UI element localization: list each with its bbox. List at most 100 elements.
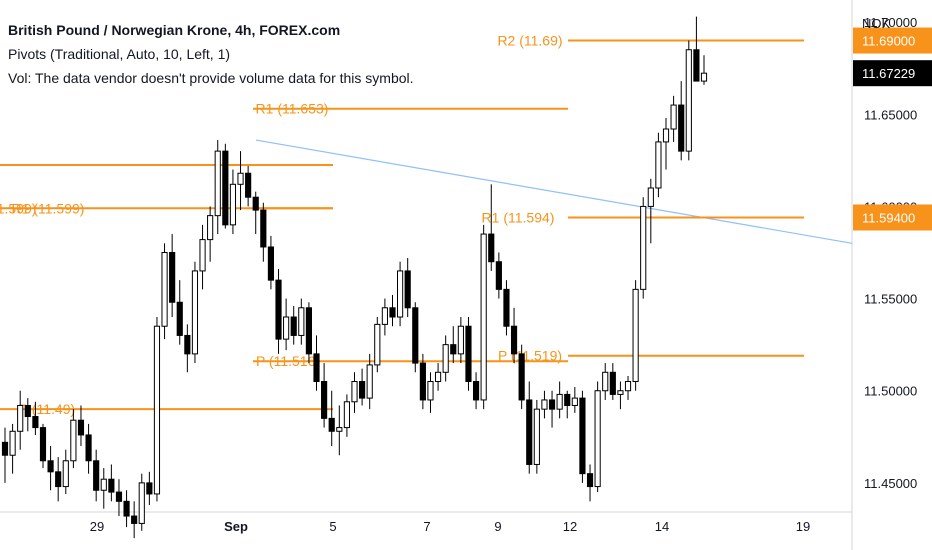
candle-body-down xyxy=(184,334,191,355)
candle xyxy=(374,317,381,373)
chart-legend: British Pound / Norwegian Krone, 4h, FOR… xyxy=(8,18,414,90)
candle-body-up xyxy=(381,307,388,325)
candle-body-down xyxy=(488,233,495,263)
price-tag-box xyxy=(853,204,932,231)
candle xyxy=(123,490,130,528)
candle-body-down xyxy=(404,270,411,309)
price-tag-box xyxy=(853,27,932,54)
pivot-label: R1 (11.599) xyxy=(0,200,36,216)
candle xyxy=(298,298,305,345)
pivot-label: R1 (11.594) xyxy=(482,209,555,225)
candle-body-up xyxy=(541,399,548,410)
candle-body-down xyxy=(260,209,267,248)
time-tick-label: 9 xyxy=(494,519,501,534)
candle-body-down xyxy=(290,316,297,336)
candle-body-down xyxy=(472,381,480,401)
candle xyxy=(427,372,434,413)
candle-body-down xyxy=(359,381,366,399)
candle xyxy=(343,394,350,437)
time-axis[interactable]: 29 Sep 5 7 9 12 14 19 xyxy=(90,519,810,534)
candle xyxy=(457,317,464,364)
candle-body-down xyxy=(495,261,502,290)
candle xyxy=(229,169,237,235)
candle-body-down xyxy=(389,307,396,318)
candle-body-up xyxy=(457,325,464,355)
candle-body-up xyxy=(161,252,168,327)
candle xyxy=(1,427,9,483)
candle xyxy=(632,280,639,391)
candle-body-up xyxy=(397,270,404,318)
candle xyxy=(397,261,404,327)
candle xyxy=(138,473,145,531)
candle-body-up xyxy=(571,397,578,406)
price-tick-label: 11.50000 xyxy=(864,384,917,399)
candle xyxy=(533,399,540,474)
candle xyxy=(191,261,199,364)
candle xyxy=(32,401,39,435)
pivot-line: P (11.516) xyxy=(253,353,568,369)
candle xyxy=(55,457,62,502)
candle-body-up xyxy=(442,344,449,373)
candle xyxy=(24,398,31,432)
time-tick-label: Sep xyxy=(224,519,248,534)
candle-body-down xyxy=(108,478,115,493)
candle-body-down xyxy=(47,460,54,473)
candle xyxy=(495,252,502,299)
candle-body-down xyxy=(123,500,130,517)
candle-body-down xyxy=(693,49,700,82)
candle xyxy=(222,143,229,229)
pivot-price-tag: 11.69000 xyxy=(853,27,932,54)
candle xyxy=(640,197,647,299)
candle-body-down xyxy=(305,307,312,355)
candle xyxy=(359,368,366,406)
candle-body-up xyxy=(199,239,206,272)
price-axis[interactable]: 11.7000011.6500011.6000011.5500011.50000… xyxy=(864,15,917,491)
candle-body-down xyxy=(146,482,153,495)
candle-body-up xyxy=(214,150,221,217)
candle-body-up xyxy=(662,128,670,143)
candle xyxy=(541,390,548,419)
candle-body-up xyxy=(100,478,107,491)
candle-body-up xyxy=(229,183,237,226)
trend-layer xyxy=(255,139,853,244)
candle xyxy=(617,381,624,410)
candle xyxy=(510,307,518,364)
price-tick-label: 11.55000 xyxy=(864,292,917,307)
currency-label: NOK xyxy=(862,16,891,31)
candle xyxy=(146,471,153,505)
candle xyxy=(579,390,586,483)
candle-body-up xyxy=(207,215,214,241)
candle-body-up xyxy=(336,427,343,432)
candle-body-down xyxy=(503,288,510,327)
candle xyxy=(9,423,16,474)
candle xyxy=(260,202,267,262)
candle-body-up xyxy=(670,104,677,130)
candle-body-down xyxy=(267,246,275,281)
candle xyxy=(245,165,252,207)
candle-body-up xyxy=(602,371,609,392)
candle xyxy=(404,258,411,318)
pivot-line: P (11.49) xyxy=(0,401,333,417)
candle xyxy=(214,140,221,235)
candle-body-up xyxy=(70,419,77,462)
symbol-title[interactable]: British Pound / Norwegian Krone, 4h, FOR… xyxy=(8,22,341,38)
candle-body-down xyxy=(176,301,183,336)
candle xyxy=(518,344,525,410)
candle-body-up xyxy=(685,49,692,152)
candle-body-down xyxy=(39,427,47,462)
candle xyxy=(693,16,700,82)
pivot-line: R1 (11.599) xyxy=(0,200,333,216)
time-tick-label: 5 xyxy=(329,519,336,534)
candle xyxy=(586,464,594,502)
candle xyxy=(47,446,54,491)
time-tick-label: 12 xyxy=(563,519,577,534)
candle xyxy=(662,117,670,170)
candle xyxy=(62,449,69,494)
candle-body-up xyxy=(556,393,563,410)
price-tag-label: 11.67229 xyxy=(862,66,915,81)
pivot-label: R2 (11.69) xyxy=(497,33,562,49)
pivots-indicator-label[interactable]: Pivots (Traditional, Auto, 10, Left, 1) xyxy=(8,46,231,62)
candle-body-down xyxy=(245,172,252,198)
time-tick-label: 29 xyxy=(90,519,104,534)
